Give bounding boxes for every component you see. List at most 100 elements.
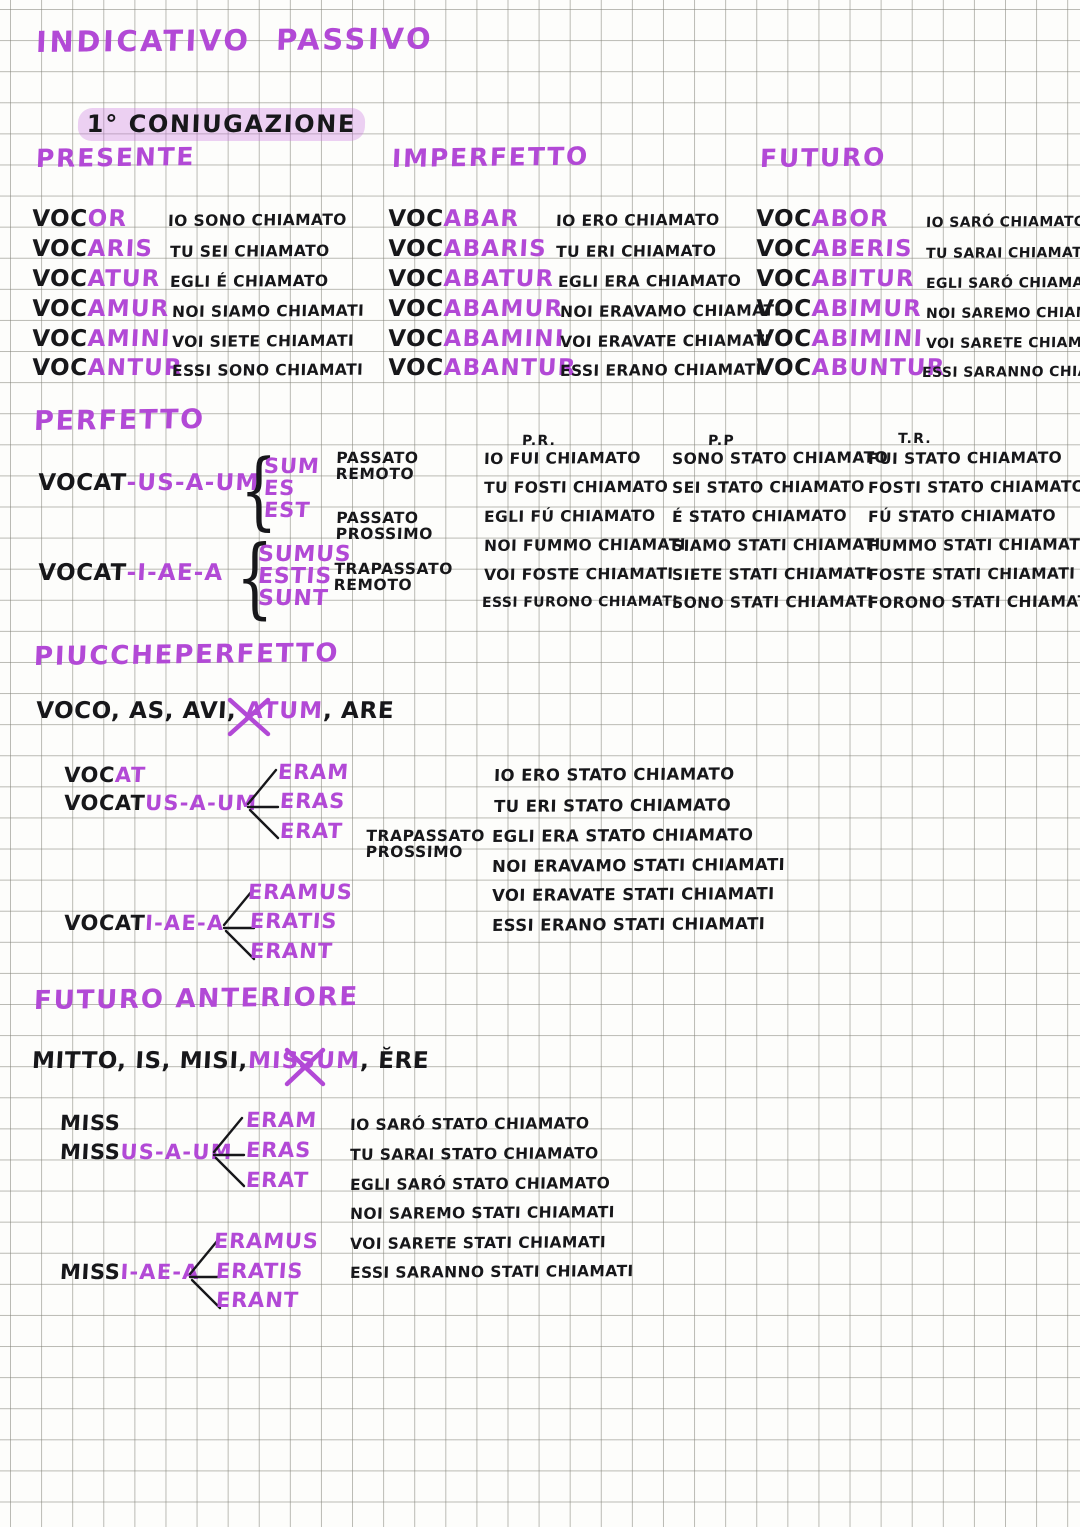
imperfetto-form-3: VOCABATUR: [387, 266, 555, 292]
tr-translation-4: fummo stati chiamati: [867, 535, 1080, 555]
tr-translation-2: fosti stato chiamato: [867, 477, 1080, 497]
futuro-form-4: VOCABIMUR: [755, 296, 923, 322]
futuro-anteriore-translation-1: io saró stato chiamato: [349, 1114, 590, 1134]
pr-translation-2: tu fosti chiamato: [483, 477, 669, 497]
pp-translation-2: sei stato chiamato: [671, 477, 865, 497]
imperfetto-translation-3: egli era chiamato: [557, 271, 742, 291]
presente-form-3: VOCATUR: [31, 266, 162, 292]
tr-translation-6: forono stati chiamati: [867, 592, 1080, 612]
presente-translation-6: essi sono chiamati: [171, 360, 364, 380]
futuro-anteriore-aux-erant: ERANT: [215, 1288, 300, 1312]
pp-translation-1: sono stato chiamato: [671, 448, 889, 468]
label-passato-remoto: PASSATO REMOTO: [335, 449, 419, 484]
futuro-anteriore-sg-line2: MISSUS-A-UM: [59, 1140, 234, 1164]
imperfetto-translation-4: noi eravamo chiamati: [559, 301, 781, 321]
imperfetto-translation-6: essi erano chiamati: [559, 360, 763, 380]
futuro-anteriore-paradigm: MITTO, IS, MISI,MISSUM, ĔRE: [31, 1048, 430, 1074]
perfetto-row-2-form: VOCAT-I-AE-A: [37, 560, 225, 586]
futuro-anteriore-sg-line1: MISS: [59, 1111, 122, 1135]
perfetto-aux-sunt: SUNT: [257, 586, 330, 611]
pr-translation-3: egli fú chiamato: [483, 506, 656, 526]
futuro-translation-2: tu sarai chiamato: [925, 244, 1080, 262]
pr-translation-5: voi foste chiamati: [483, 564, 674, 584]
colhead-pp: P.P: [707, 433, 736, 449]
piuccheperfetto-aux-eras: ERAS: [279, 789, 346, 813]
tense-header-presente: PRESENTE: [35, 142, 196, 173]
futuro-form-3: VOCABITUR: [755, 266, 916, 292]
futuro-anteriore-aux-eram: ERAM: [245, 1108, 318, 1132]
imperfetto-form-2: VOCABARIS: [387, 236, 548, 262]
piuccheperfetto-sg-line1: VOCAT: [63, 763, 147, 787]
brace-perfetto-singular: {: [240, 442, 278, 540]
label-passato-prossimo: PASSATO PROSSIMO: [335, 509, 434, 544]
leader-lines-futuro-anteriore-pl: [188, 1232, 230, 1310]
pr-translation-6: essi furono chiamati: [481, 593, 679, 611]
piuccheperfetto-translation-6: essi erano stati chiamati: [491, 914, 766, 935]
futuro-anteriore-pl-line: MISSI-AE-A: [59, 1260, 201, 1284]
perfetto-aux-estis: ESTIS: [257, 564, 333, 589]
presente-form-1: VOCOR: [31, 206, 129, 232]
label-trapassato-prossimo: TRAPASSATO PROSSIMO: [365, 827, 486, 862]
futuro-form-2: VOCABERIS: [755, 236, 914, 262]
pp-translation-4: siamo stati chiamati: [671, 535, 881, 555]
futuro-anteriore-translation-5: voi sarete stati chiamati: [349, 1233, 607, 1253]
futuro-anteriore-translation-6: essi saranno stati chiamati: [349, 1262, 634, 1282]
futuro-anteriore-aux-eramus: ERAMUS: [213, 1229, 320, 1253]
presente-translation-2: tu sei chiamato: [169, 241, 330, 261]
futuro-form-1: VOCABOR: [755, 206, 890, 232]
piuccheperfetto-aux-erant: ERANT: [249, 939, 334, 963]
presente-translation-4: noi siamo chiamati: [171, 301, 365, 321]
futuro-anteriore-aux-eras: ERAS: [245, 1138, 312, 1162]
page-title: INDICATIVO PASSIVO: [35, 21, 434, 59]
leader-lines-piuccheperfetto-sg: [246, 762, 288, 840]
piuccheperfetto-paradigm: VOCO, AS, AVI, ATUM, ARE: [35, 698, 395, 724]
section-heading-piuccheperfetto: PIUCCHEPERFETTO: [33, 638, 340, 672]
futuro-form-5: VOCABIMINI: [755, 326, 924, 352]
section-heading-perfetto: PERFETTO: [33, 403, 206, 437]
imperfetto-form-6: VOCABANTUR: [387, 355, 578, 381]
tr-translation-1: fui stato chiamato: [867, 448, 1063, 468]
imperfetto-form-5: VOCABAMINI: [387, 326, 566, 352]
presente-translation-3: egli é chiamato: [169, 271, 329, 291]
piuccheperfetto-aux-eramus: ERAMUS: [247, 880, 354, 904]
futuro-anteriore-translation-3: egli saró stato chiamato: [349, 1174, 611, 1194]
futuro-translation-1: io saró chiamato: [925, 213, 1080, 231]
futuro-form-6: VOCABUNTUR: [755, 355, 947, 381]
perfetto-aux-es: ES: [263, 476, 296, 500]
perfetto-aux-est: EST: [263, 498, 312, 522]
piuccheperfetto-aux-erat: ERAT: [279, 819, 344, 843]
futuro-anteriore-aux-eratis: ERATIS: [215, 1259, 305, 1283]
presente-form-6: VOCANTUR: [31, 355, 184, 381]
label-trapassato-remoto: TRAPASSATO REMOTO: [333, 560, 454, 595]
section-heading-futuro-anteriore: FUTURO ANTERIORE: [33, 982, 360, 1016]
futuro-anteriore-aux-erat: ERAT: [245, 1168, 310, 1192]
brace-perfetto-plural: {: [236, 528, 274, 629]
imperfetto-translation-1: io ero chiamato: [555, 210, 720, 230]
piuccheperfetto-translation-3: egli era stato chiamato: [491, 825, 754, 846]
piuccheperfetto-translation-5: voi eravate stati chiamati: [491, 884, 775, 905]
tr-translation-3: fú stato chiamato: [867, 506, 1057, 526]
futuro-translation-6: essi saranno chiamati: [921, 363, 1080, 381]
futuro-anteriore-translation-2: tu sarai stato chiamato: [349, 1144, 599, 1164]
perfetto-aux-sum: SUM: [263, 454, 321, 478]
tr-translation-5: foste stati chiamati: [867, 564, 1076, 584]
colhead-tr: T.R.: [897, 431, 933, 447]
presente-translation-1: io sono chiamato: [167, 210, 348, 230]
imperfetto-translation-2: tu eri chiamato: [555, 241, 717, 261]
tense-header-imperfetto: IMPERFETTO: [391, 141, 590, 173]
piuccheperfetto-translation-4: noi eravamo stati chiamati: [491, 854, 786, 876]
imperfetto-translation-5: voi eravate chiamati: [559, 331, 771, 351]
pp-translation-5: siete stati chiamati: [671, 564, 873, 584]
piuccheperfetto-aux-eratis: ERATIS: [249, 909, 339, 933]
presente-form-5: VOCAMINI: [31, 326, 172, 352]
presente-translation-5: voi siete chiamati: [171, 331, 355, 351]
leader-lines-piuccheperfetto-pl: [222, 883, 264, 961]
pr-translation-1: io fui chiamato: [483, 448, 642, 468]
futuro-translation-3: egli saró chiamato: [925, 274, 1080, 292]
piuccheperfetto-translation-2: tu eri stato chiamato: [493, 795, 732, 816]
futuro-translation-5: voi sarete chiamati: [925, 334, 1080, 352]
imperfetto-form-1: VOCABAR: [387, 206, 521, 232]
colhead-pr: P.R.: [521, 433, 557, 449]
leader-lines-futuro-anteriore-sg: [212, 1110, 254, 1188]
